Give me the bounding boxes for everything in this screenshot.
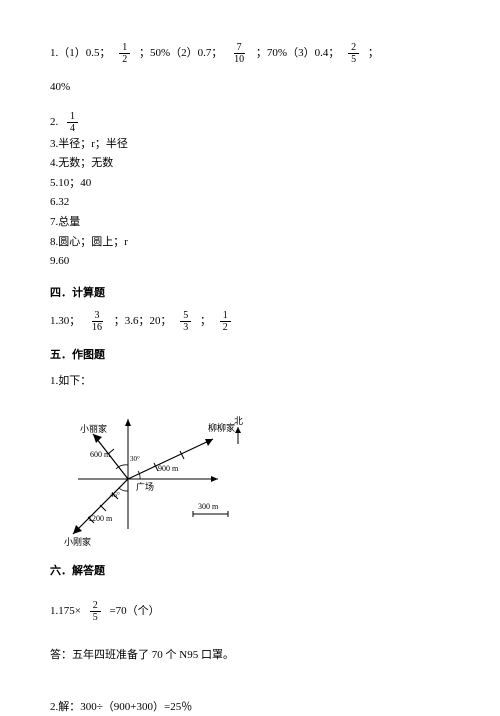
calc-mid1: ；3.6；20；	[114, 315, 172, 327]
frac-7-10: 7 10	[231, 42, 247, 65]
den: 2	[119, 54, 130, 65]
num: 3	[92, 310, 103, 322]
q6-1b: =70（个）	[109, 605, 159, 617]
q6-1: 1.175× 2 5 =70（个）	[50, 600, 450, 623]
frac-1-2: 1 2	[119, 42, 130, 65]
num: 5	[180, 310, 191, 322]
q2-prefix: 2.	[50, 116, 61, 128]
den: 4	[67, 123, 78, 134]
q1-line2: 40%	[50, 79, 450, 97]
q1-prefix: 1.（1）0.5；	[50, 47, 111, 59]
num: 7	[234, 42, 245, 54]
svg-text:北: 北	[234, 416, 243, 426]
list-item: 8.圆心；圆上；r	[50, 234, 450, 252]
calc-prefix: 1.30；	[50, 315, 80, 327]
section-6-title: 六．解答题	[50, 563, 450, 581]
den: 5	[348, 54, 359, 65]
num: 2	[348, 42, 359, 54]
svg-text:柳柳家: 柳柳家	[208, 422, 235, 433]
list-item: 6.32	[50, 194, 450, 212]
q6-answer: 答：五年四班准备了 70 个 N95 口罩。	[50, 647, 450, 665]
frac-1-2b: 1 2	[220, 310, 231, 333]
section-5-title: 五．作图题	[50, 347, 450, 365]
items-3-9: 3.半径；r；半径4.无数；无数 5.10；406.32 7.总量 8.圆心；圆上；r…	[50, 136, 450, 271]
frac-2-5b: 2 5	[90, 600, 101, 623]
den: 2	[220, 322, 231, 333]
svg-text:30°: 30°	[130, 455, 140, 463]
frac-2-5: 2 5	[348, 42, 359, 65]
den: 3	[180, 322, 191, 333]
list-item: 5.10；40	[50, 175, 450, 193]
q1-mid2: ；70%（3）0.4；	[256, 47, 339, 59]
frac-5-3: 5 3	[180, 310, 191, 333]
calc-line: 1.30； 3 16 ；3.6；20； 5 3 ； 1 2	[50, 310, 450, 333]
q6-2: 2.解：300÷（900+300）=25％	[50, 699, 450, 716]
q1-line1: 1.（1）0.5； 1 2 ；50%（2）0.7； 7 10 ；70%（3）0.…	[50, 42, 450, 65]
num: 1	[119, 42, 130, 54]
svg-text:广场: 广场	[136, 481, 154, 492]
q1-tail: ；	[368, 47, 379, 59]
direction-diagram: 小丽家 600 m 30° 柳柳家 900 m 广场 45° 1200 m 小刚…	[58, 399, 258, 549]
q5-1: 1.如下：	[50, 373, 450, 391]
svg-text:1200 m: 1200 m	[88, 514, 113, 523]
q6-1a: 1.175×	[50, 605, 81, 617]
den: 5	[90, 612, 101, 623]
list-item: 9.60	[50, 253, 450, 271]
calc-mid2: ；	[200, 315, 211, 327]
list-item: 3.半径；r；半径	[50, 136, 450, 154]
den: 10	[231, 54, 247, 65]
section-4-title: 四．计算题	[50, 285, 450, 303]
frac-1-4: 1 4	[67, 111, 78, 134]
svg-text:小刚家: 小刚家	[64, 536, 91, 547]
num: 1	[67, 111, 78, 123]
svg-text:600 m: 600 m	[90, 450, 111, 459]
num: 2	[90, 600, 101, 612]
svg-text:45°: 45°	[110, 491, 120, 499]
den: 16	[89, 322, 105, 333]
q1-mid1: ；50%（2）0.7；	[139, 47, 222, 59]
num: 1	[220, 310, 231, 322]
frac-3-16: 3 16	[89, 310, 105, 333]
svg-text:小丽家: 小丽家	[80, 423, 107, 434]
svg-text:300 m: 300 m	[198, 502, 219, 511]
svg-text:900 m: 900 m	[158, 464, 179, 473]
q2-line: 2. 1 4	[50, 111, 450, 134]
list-item: 4.无数；无数	[50, 155, 450, 173]
list-item: 7.总量	[50, 214, 450, 232]
